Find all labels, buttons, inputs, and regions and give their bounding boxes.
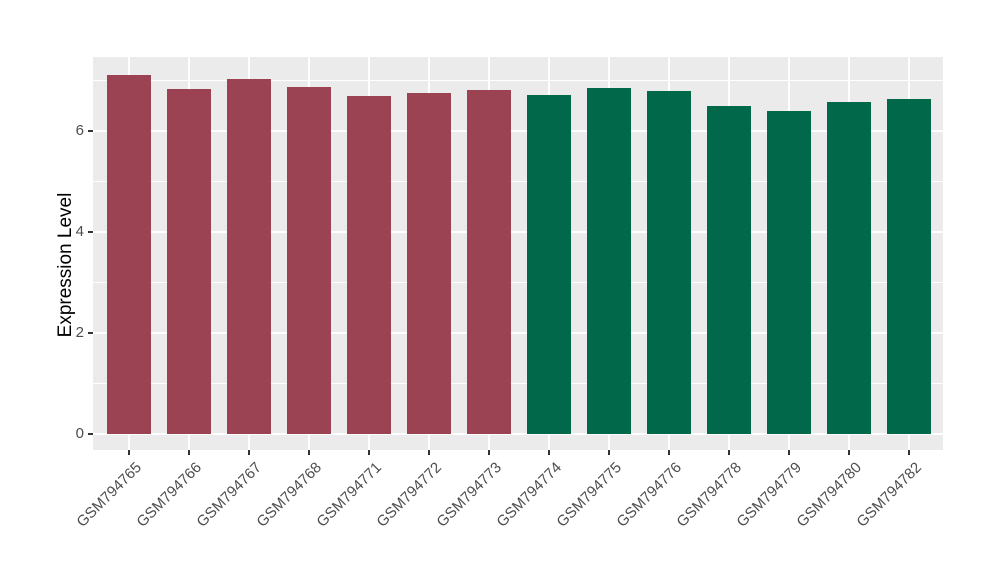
y-tick-label: 6 — [75, 122, 84, 139]
x-axis-tick — [428, 450, 430, 455]
gridline-major-h — [93, 231, 943, 233]
x-axis-tick — [368, 450, 370, 455]
gridline-major-h — [93, 130, 943, 132]
x-axis-tick — [488, 450, 490, 455]
x-axis-tick — [908, 450, 910, 455]
bar — [407, 93, 451, 434]
bar — [767, 110, 811, 434]
y-tick-label: 4 — [75, 223, 84, 240]
bar — [647, 91, 691, 434]
bar — [347, 96, 391, 434]
x-axis-tick — [128, 450, 130, 455]
bar — [467, 90, 511, 434]
bar — [167, 89, 211, 434]
x-axis-tick — [728, 450, 730, 455]
x-axis-tick — [608, 450, 610, 455]
bar — [587, 88, 631, 434]
gridline-major-h — [93, 332, 943, 334]
x-axis-tick — [548, 450, 550, 455]
y-axis-title: Expression Level — [55, 192, 76, 338]
gridline-minor-h — [93, 282, 943, 283]
y-axis-tick — [88, 130, 93, 132]
bar — [287, 87, 331, 434]
gridline-minor-h — [93, 383, 943, 384]
x-tick-label: GSM794765 — [73, 459, 146, 531]
gridline-major-h — [93, 433, 943, 435]
x-axis-tick — [788, 450, 790, 455]
bar — [527, 94, 571, 434]
plot-panel — [93, 57, 943, 450]
y-axis-tick — [88, 231, 93, 233]
x-axis-tick — [668, 450, 670, 455]
y-axis-tick — [88, 433, 93, 435]
x-axis-tick — [308, 450, 310, 455]
y-axis-tick — [88, 332, 93, 334]
x-axis-tick — [848, 450, 850, 455]
y-tick-label: 0 — [75, 425, 84, 442]
bar — [107, 74, 151, 434]
gridline-minor-h — [93, 181, 943, 182]
gridline-minor-h — [93, 80, 943, 81]
bar — [827, 101, 871, 434]
x-axis-tick — [188, 450, 190, 455]
x-axis-tick — [248, 450, 250, 455]
bar — [887, 99, 931, 434]
y-tick-label: 2 — [75, 324, 84, 341]
bar — [707, 106, 751, 434]
bar — [227, 78, 271, 434]
